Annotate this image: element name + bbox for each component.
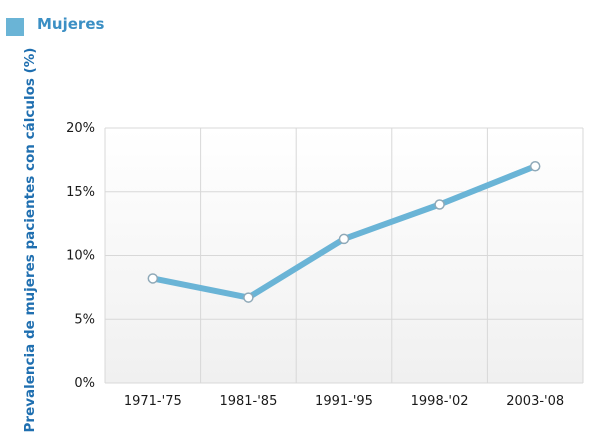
x-tick-label: 1981-'85 [219, 394, 277, 409]
x-axis-ticks: 1971-'75 1981-'85 1991-'95 1998-'02 2003-'08 [124, 394, 564, 409]
grid-lines [104, 127, 584, 384]
y-tick-label: 10% [66, 249, 95, 264]
y-tick-label: 0% [74, 376, 95, 391]
y-tick-label: 20% [66, 121, 95, 136]
y-axis-ticks: 0% 5% 10% 15% 20% [66, 121, 95, 391]
line-chart: 0%5%10%15%20% 1971-'75 1981-'85 1991-'95 19… [66, 121, 584, 409]
data-point [434, 199, 445, 210]
series-mujeres [147, 161, 541, 303]
x-tick-label: 1971-'75 [124, 394, 182, 409]
data-point [243, 292, 254, 303]
legend-label-mujeres: Mujeres [37, 15, 105, 33]
data-point [147, 273, 159, 284]
x-tick-label: 1998-'02 [411, 394, 469, 409]
y-tick-label: 5% [74, 312, 95, 327]
data-point [338, 233, 350, 245]
x-tick-label: 1991-'95 [315, 394, 373, 409]
x-tick-label: 2003-'08 [506, 394, 564, 409]
data-point [529, 161, 541, 172]
legend-swatch-mujeres [6, 18, 24, 36]
y-tick-label: 15% [66, 185, 95, 200]
